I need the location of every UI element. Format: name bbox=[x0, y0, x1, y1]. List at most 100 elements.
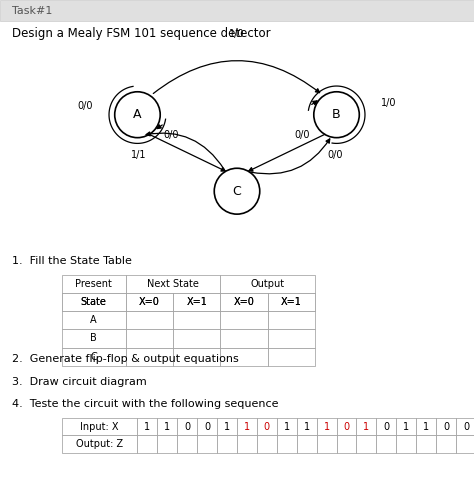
FancyBboxPatch shape bbox=[126, 293, 173, 311]
FancyBboxPatch shape bbox=[337, 418, 356, 435]
FancyBboxPatch shape bbox=[217, 435, 237, 453]
Text: X=0: X=0 bbox=[234, 297, 255, 307]
FancyBboxPatch shape bbox=[157, 418, 177, 435]
FancyBboxPatch shape bbox=[436, 418, 456, 435]
FancyBboxPatch shape bbox=[277, 418, 297, 435]
FancyBboxPatch shape bbox=[197, 418, 217, 435]
Text: C: C bbox=[90, 352, 97, 361]
FancyBboxPatch shape bbox=[356, 418, 376, 435]
Text: 0/0: 0/0 bbox=[164, 130, 179, 140]
FancyBboxPatch shape bbox=[297, 418, 317, 435]
FancyBboxPatch shape bbox=[126, 311, 173, 329]
Text: 2.  Generate flip-flop & output equations: 2. Generate flip-flop & output equations bbox=[12, 355, 238, 364]
FancyBboxPatch shape bbox=[396, 418, 416, 435]
Text: 1: 1 bbox=[304, 422, 310, 432]
Text: Output: Z: Output: Z bbox=[76, 439, 123, 449]
Text: X=0: X=0 bbox=[139, 297, 160, 307]
FancyBboxPatch shape bbox=[62, 329, 126, 348]
FancyBboxPatch shape bbox=[456, 435, 474, 453]
FancyBboxPatch shape bbox=[277, 435, 297, 453]
FancyBboxPatch shape bbox=[268, 293, 315, 311]
FancyBboxPatch shape bbox=[317, 435, 337, 453]
Text: 1: 1 bbox=[324, 422, 329, 432]
Text: X=1: X=1 bbox=[281, 297, 302, 307]
Text: 0: 0 bbox=[184, 422, 190, 432]
FancyBboxPatch shape bbox=[137, 435, 157, 453]
FancyBboxPatch shape bbox=[173, 293, 220, 311]
Text: 1: 1 bbox=[423, 422, 429, 432]
FancyBboxPatch shape bbox=[268, 311, 315, 329]
FancyBboxPatch shape bbox=[268, 293, 315, 311]
Text: 0/0: 0/0 bbox=[77, 100, 93, 110]
Text: X=1: X=1 bbox=[281, 297, 302, 307]
FancyBboxPatch shape bbox=[173, 293, 220, 311]
Text: 1: 1 bbox=[145, 422, 150, 432]
FancyBboxPatch shape bbox=[317, 418, 337, 435]
Text: X=0: X=0 bbox=[234, 297, 255, 307]
FancyBboxPatch shape bbox=[376, 435, 396, 453]
FancyBboxPatch shape bbox=[356, 435, 376, 453]
Text: 1/1: 1/1 bbox=[131, 150, 146, 160]
Text: 0: 0 bbox=[344, 422, 349, 432]
Text: 0/0: 0/0 bbox=[328, 150, 343, 160]
FancyBboxPatch shape bbox=[157, 435, 177, 453]
FancyBboxPatch shape bbox=[416, 435, 436, 453]
FancyBboxPatch shape bbox=[396, 435, 416, 453]
Text: X=0: X=0 bbox=[139, 297, 160, 307]
Text: 1.  Fill the State Table: 1. Fill the State Table bbox=[12, 256, 132, 265]
Text: X=1: X=1 bbox=[186, 297, 207, 307]
FancyBboxPatch shape bbox=[257, 435, 277, 453]
FancyBboxPatch shape bbox=[220, 293, 268, 311]
FancyBboxPatch shape bbox=[173, 329, 220, 348]
Text: 3.  Draw circuit diagram: 3. Draw circuit diagram bbox=[12, 378, 146, 387]
Text: 0/0: 0/0 bbox=[295, 130, 310, 140]
FancyBboxPatch shape bbox=[217, 418, 237, 435]
Text: 0: 0 bbox=[264, 422, 270, 432]
FancyBboxPatch shape bbox=[62, 435, 137, 453]
Text: A: A bbox=[133, 108, 142, 121]
FancyBboxPatch shape bbox=[220, 348, 268, 366]
FancyBboxPatch shape bbox=[220, 293, 268, 311]
FancyBboxPatch shape bbox=[126, 348, 173, 366]
Text: C: C bbox=[233, 185, 241, 198]
Text: B: B bbox=[90, 334, 97, 343]
FancyBboxPatch shape bbox=[456, 418, 474, 435]
FancyBboxPatch shape bbox=[173, 311, 220, 329]
FancyBboxPatch shape bbox=[297, 435, 317, 453]
Text: 1/0: 1/0 bbox=[381, 98, 397, 108]
Text: 0: 0 bbox=[463, 422, 469, 432]
FancyBboxPatch shape bbox=[257, 418, 277, 435]
FancyBboxPatch shape bbox=[220, 275, 315, 293]
Text: Output: Output bbox=[251, 279, 285, 289]
FancyBboxPatch shape bbox=[137, 418, 157, 435]
Text: 1: 1 bbox=[224, 422, 230, 432]
FancyBboxPatch shape bbox=[220, 329, 268, 348]
FancyBboxPatch shape bbox=[237, 435, 257, 453]
Text: 4.  Teste the circuit with the following sequence: 4. Teste the circuit with the following … bbox=[12, 399, 278, 409]
Text: Present: Present bbox=[75, 279, 112, 289]
Text: 1: 1 bbox=[284, 422, 290, 432]
Text: 1: 1 bbox=[164, 422, 170, 432]
FancyBboxPatch shape bbox=[268, 329, 315, 348]
FancyBboxPatch shape bbox=[126, 293, 173, 311]
Text: Input: X: Input: X bbox=[80, 422, 119, 432]
FancyBboxPatch shape bbox=[62, 311, 126, 329]
Text: Task#1: Task#1 bbox=[12, 6, 52, 15]
FancyBboxPatch shape bbox=[177, 435, 197, 453]
FancyBboxPatch shape bbox=[62, 348, 126, 366]
Text: B: B bbox=[332, 108, 341, 121]
Text: 0: 0 bbox=[383, 422, 389, 432]
FancyBboxPatch shape bbox=[237, 418, 257, 435]
Text: State: State bbox=[81, 297, 107, 307]
FancyBboxPatch shape bbox=[62, 293, 126, 311]
FancyBboxPatch shape bbox=[436, 435, 456, 453]
Text: 1/0: 1/0 bbox=[229, 30, 245, 39]
Text: Design a Mealy FSM 101 sequence detector: Design a Mealy FSM 101 sequence detector bbox=[12, 27, 271, 40]
FancyBboxPatch shape bbox=[268, 348, 315, 366]
Text: 1: 1 bbox=[244, 422, 250, 432]
FancyBboxPatch shape bbox=[126, 275, 220, 293]
Text: 0: 0 bbox=[443, 422, 449, 432]
FancyBboxPatch shape bbox=[126, 329, 173, 348]
FancyBboxPatch shape bbox=[376, 418, 396, 435]
Text: State: State bbox=[81, 297, 107, 307]
